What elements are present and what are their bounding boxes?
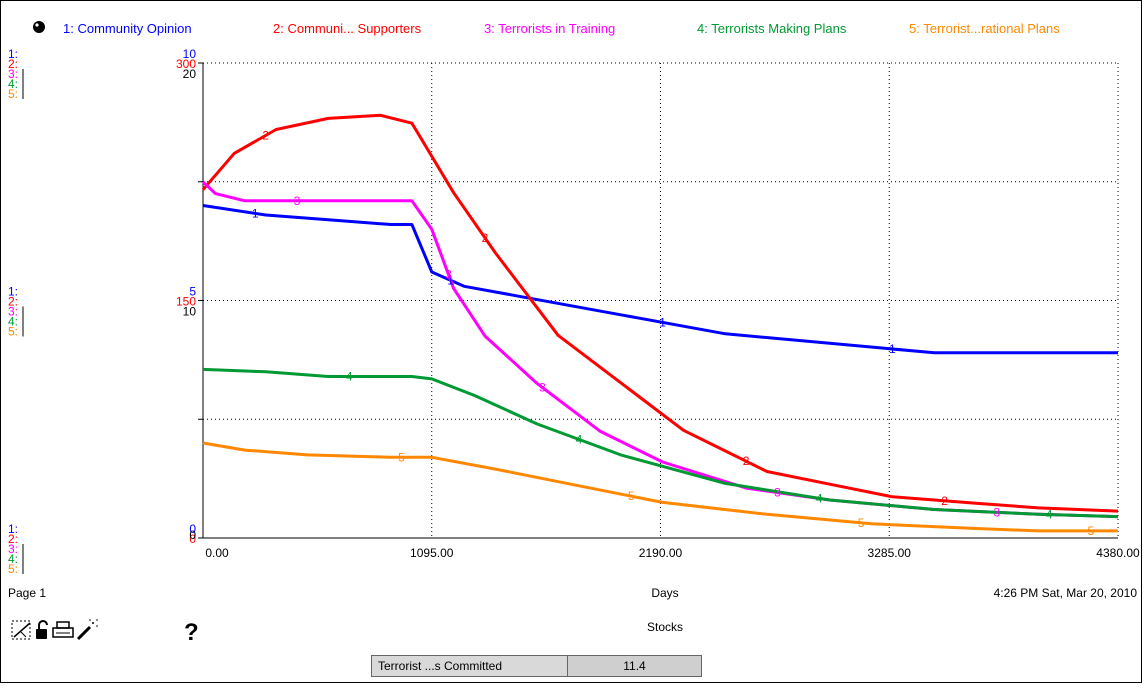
legend-series-1: 1: Community Opinion xyxy=(63,21,192,36)
series-marker-3: 3 xyxy=(445,267,452,281)
series-marker-3: 3 xyxy=(993,505,1000,519)
y-tick-label-shared: 10 xyxy=(183,305,197,319)
series-marker-1: 1 xyxy=(252,206,259,220)
series-marker-5: 5 xyxy=(1087,524,1094,538)
series-marker-5: 5 xyxy=(628,489,635,503)
magic-wand-icon[interactable] xyxy=(76,619,98,641)
axis-index-1: 1: xyxy=(8,47,18,61)
y-tick-label-2: 0 xyxy=(189,532,196,546)
x-tick-label: 4380.00 xyxy=(1096,546,1140,560)
axis-index-5: 5: xyxy=(8,562,18,576)
legend-series-4: 4: Terrorists Making Plans xyxy=(697,21,847,36)
axis-index-3: 3: xyxy=(8,67,18,81)
grid xyxy=(198,62,1119,539)
x-axis-label: Days xyxy=(651,586,678,600)
series-marker-2: 2 xyxy=(941,494,948,508)
series-line-2 xyxy=(201,113,1119,513)
legend-series-2: 2: Communi... Supporters xyxy=(273,21,422,36)
axis-index-4: 4: xyxy=(8,552,18,566)
timestamp: 4:26 PM Sat, Mar 20, 2010 xyxy=(994,586,1138,600)
series-marker-1: 1 xyxy=(447,273,454,287)
series-marker-3: 3 xyxy=(539,381,546,395)
help-icon[interactable]: ? xyxy=(184,619,199,646)
legend: 1: Community Opinion 2: Communi... Suppo… xyxy=(33,21,1060,36)
axis-index-4: 4: xyxy=(8,77,18,91)
axis-index-4: 4: xyxy=(8,315,18,329)
axis-index-3: 3: xyxy=(8,305,18,319)
series-marker-2: 2 xyxy=(482,231,489,245)
x-axis-ticks: 0.00 1095.00 2190.00 3285.00 4380.00 xyxy=(205,546,1140,560)
series-marker-4: 4 xyxy=(346,370,353,384)
legend-series-3: 3: Terrorists in Training xyxy=(484,21,615,36)
series-markers: 1 1 1 1 2 2 2 2 3 3 3 3 3 4 4 4 4 5 5 5 5 xyxy=(252,128,1095,537)
axis-index-2: 2: xyxy=(8,532,18,546)
y-tick-label-2: 150 xyxy=(176,295,196,309)
x-tick-label: 1095.00 xyxy=(410,546,454,560)
series-marker-5: 5 xyxy=(398,450,405,464)
axis-index-5: 5: xyxy=(8,325,18,339)
axis-index-2: 2: xyxy=(8,295,18,309)
axis-index-1: 1: xyxy=(8,522,18,536)
series-marker-1: 1 xyxy=(659,315,666,329)
series-marker-4: 4 xyxy=(816,491,823,505)
series-line-4 xyxy=(202,367,1119,519)
eraser-icon[interactable] xyxy=(11,620,31,640)
page-label: Page 1 xyxy=(8,586,46,600)
y-tick-label-1: 0 xyxy=(189,522,196,536)
y-tick-label-shared: 0 xyxy=(189,528,196,542)
axis-index-2: 2: xyxy=(8,57,18,71)
graph-title: Stocks xyxy=(647,620,683,634)
y-tick-label-2: 300 xyxy=(176,57,196,71)
series-marker-5: 5 xyxy=(858,516,865,530)
status-readout: Terrorist ...s Committed 11.4 xyxy=(371,655,702,677)
series-marker-1: 1 xyxy=(889,342,896,356)
axis-index-3: 3: xyxy=(8,542,18,556)
y-tick-label-1: 10 xyxy=(183,47,197,61)
series-marker-4: 4 xyxy=(1046,508,1053,522)
series-lines xyxy=(201,113,1119,533)
series-marker-3: 3 xyxy=(774,486,781,500)
series-line-1 xyxy=(202,204,1118,355)
y-tick-label-shared: 20 xyxy=(183,67,197,81)
y-tick-label-1: 5 xyxy=(189,285,196,299)
x-tick-label: 0.00 xyxy=(205,546,229,560)
series-marker-4: 4 xyxy=(576,432,583,446)
series-line-5 xyxy=(202,441,1118,533)
series-marker-2: 2 xyxy=(262,128,269,142)
series-marker-2: 2 xyxy=(743,454,750,468)
unlock-icon[interactable] xyxy=(36,620,48,639)
graph-pin-icon[interactable] xyxy=(33,21,45,33)
legend-series-5: 5: Terrorist...rational Plans xyxy=(909,21,1060,36)
axis-index-5: 5: xyxy=(8,87,18,101)
print-icon[interactable] xyxy=(52,621,74,638)
x-tick-label: 3285.00 xyxy=(868,546,912,560)
status-value: 11.4 xyxy=(568,656,701,676)
series-marker-3: 3 xyxy=(294,194,301,208)
x-tick-label: 2190.00 xyxy=(639,546,683,560)
axis-index-1: 1: xyxy=(8,285,18,299)
status-label: Terrorist ...s Committed xyxy=(372,656,568,676)
